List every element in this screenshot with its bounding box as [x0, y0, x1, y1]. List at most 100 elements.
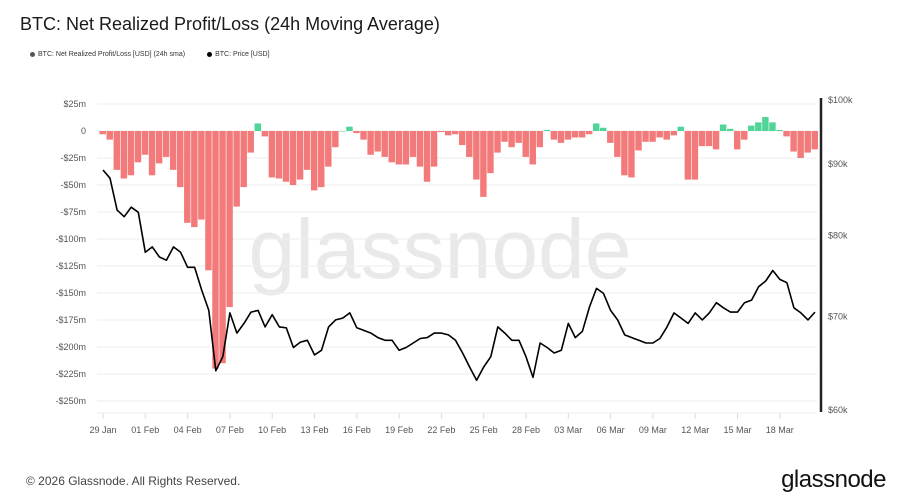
profit-loss-bar: [381, 131, 388, 157]
profit-loss-bar: [719, 124, 727, 131]
profit-loss-bar: [219, 131, 226, 364]
profit-loss-bar: [607, 131, 614, 143]
profit-loss-bar: [564, 131, 572, 140]
legend-dot-icon: [207, 52, 213, 57]
profit-loss-bar: [663, 131, 670, 140]
profit-loss-bar: [409, 131, 417, 157]
x-tick-label: 01 Feb: [131, 425, 159, 435]
profit-loss-bar: [550, 131, 558, 140]
profit-loss-bar: [113, 131, 121, 170]
profit-loss-bar: [191, 131, 198, 228]
x-tick-label: 13 Feb: [300, 425, 328, 435]
legend-item-price[interactable]: BTC: Price [USD]: [207, 51, 270, 58]
x-tick-label: 25 Feb: [470, 425, 498, 435]
profit-loss-bar: [169, 131, 177, 170]
profit-loss-bar: [261, 131, 269, 137]
x-tick-label: 10 Feb: [258, 425, 286, 435]
profit-loss-bar: [494, 131, 501, 153]
profit-loss-bar: [388, 131, 395, 163]
chart-title: BTC: Net Realized Profit/Loss (24h Movin…: [20, 14, 440, 34]
y2-tick-label: $90k: [828, 159, 848, 169]
x-tick-label: 03 Mar: [554, 425, 582, 435]
profit-loss-bar: [578, 131, 586, 138]
profit-loss-bar: [268, 131, 276, 178]
profit-loss-bar: [705, 131, 713, 147]
profit-loss-bar: [395, 131, 403, 165]
profit-loss-bar: [656, 131, 663, 138]
y2-tick-label: $70k: [828, 311, 848, 321]
legend-label: BTC: Price [USD]: [215, 51, 270, 58]
profit-loss-bar: [205, 131, 212, 271]
profit-loss-bar: [141, 131, 149, 155]
y2-tick-label: $80k: [828, 230, 848, 240]
profit-loss-bar: [346, 126, 353, 131]
profit-loss-bar: [184, 131, 191, 223]
profit-loss-bar: [691, 131, 699, 180]
profit-loss-bar: [698, 131, 706, 147]
profit-loss-bar: [325, 131, 332, 167]
y2-tick-label: $60k: [828, 405, 848, 415]
chart-plot: glassnode $25m 0 -$25m -$50m -$75m -$100m -$12…: [55, 95, 853, 435]
y-tick-label: -$200m: [55, 342, 86, 352]
y-tick-label: -$25m: [60, 153, 86, 163]
profit-loss-bar: [748, 125, 755, 131]
x-tick-label: 22 Feb: [427, 425, 455, 435]
profit-loss-bar: [303, 131, 311, 170]
price-line: [102, 169, 816, 382]
profit-loss-bar: [677, 126, 685, 131]
profit-loss-bar: [783, 131, 790, 137]
x-tick-label: 29 Jan: [89, 425, 116, 435]
profit-loss-bar: [635, 131, 642, 151]
profit-loss-bar: [592, 123, 600, 131]
profit-loss-bar: [642, 131, 649, 142]
profit-loss-bar: [543, 129, 551, 131]
profit-loss-bar: [515, 131, 522, 143]
profit-loss-bar: [811, 131, 818, 150]
profit-loss-bar: [501, 131, 508, 142]
profit-loss-bar: [177, 131, 184, 188]
x-tick-label: 04 Feb: [174, 425, 202, 435]
y-tick-label: -$250m: [55, 396, 86, 406]
legend: BTC: Net Realized Profit/Loss [USD] (24h…: [30, 51, 270, 58]
profit-loss-bar: [600, 127, 607, 131]
profit-loss-bar: [198, 131, 205, 220]
profit-loss-bar: [360, 131, 367, 140]
profit-loss-bar: [289, 131, 297, 185]
profit-loss-bar: [790, 131, 797, 152]
copyright: © 2026 Glassnode. All Rights Reserved.: [26, 474, 241, 488]
y2-tick-label: $100k: [828, 95, 853, 105]
y-tick-label: -$150m: [55, 288, 86, 298]
y-tick-label: -$100m: [55, 234, 86, 244]
profit-loss-bar: [247, 131, 254, 153]
profit-loss-bar: [155, 131, 163, 164]
profit-loss-bar: [134, 131, 142, 163]
x-tick-label: 09 Mar: [639, 425, 667, 435]
x-tick-label: 12 Mar: [681, 425, 709, 435]
legend-dot-icon: [30, 52, 35, 57]
x-tick-label: 19 Feb: [385, 425, 413, 435]
profit-loss-bar: [332, 131, 339, 148]
profit-loss-bar: [416, 131, 424, 167]
glassnode-logo: glassnode: [781, 466, 886, 493]
profit-loss-bar: [402, 131, 410, 165]
profit-loss-bar: [226, 131, 233, 308]
profit-loss-bar: [741, 131, 748, 140]
profit-loss-bar: [353, 131, 360, 134]
x-tick-label: 15 Mar: [723, 425, 751, 435]
x-tick-label: 18 Mar: [766, 425, 794, 435]
profit-loss-bar: [127, 131, 135, 176]
y-tick-label: -$125m: [55, 261, 86, 271]
profit-loss-bar: [508, 131, 515, 148]
y-tick-label: -$175m: [55, 315, 86, 325]
profit-loss-bar: [522, 131, 529, 157]
profit-loss-bar: [621, 131, 628, 176]
profit-loss-bar: [797, 131, 804, 158]
legend-item-profit-loss[interactable]: BTC: Net Realized Profit/Loss [USD] (24h…: [30, 51, 185, 58]
y-tick-label: -$75m: [60, 207, 86, 217]
profit-loss-bar: [649, 131, 656, 142]
profit-loss-bar: [437, 131, 445, 133]
profit-loss-bar: [374, 131, 381, 152]
profit-loss-bar: [162, 131, 170, 157]
legend-label: BTC: Net Realized Profit/Loss [USD] (24h…: [38, 51, 186, 58]
profit-loss-bar: [451, 131, 459, 135]
